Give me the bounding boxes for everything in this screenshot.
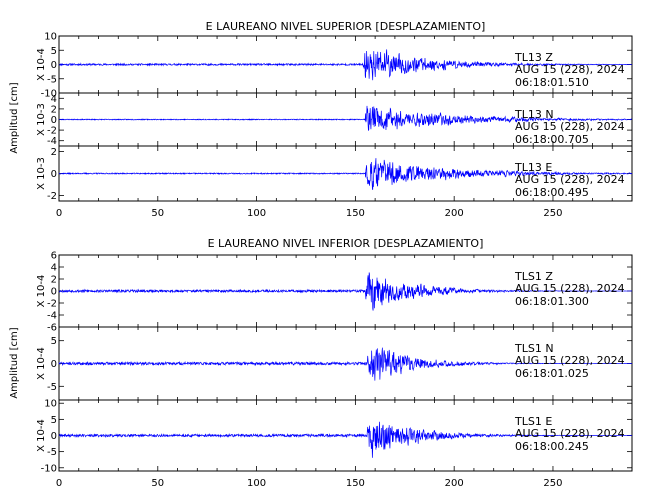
waveform-line: [58, 105, 633, 131]
y-tick-label: -2: [47, 191, 57, 202]
y-tick-label: -4: [47, 136, 57, 147]
time-label: 06:18:01.510: [515, 76, 589, 89]
station-label: TL13 Z: [514, 51, 553, 64]
time-label: 06:18:01.025: [515, 367, 589, 380]
y-tick-label: 0: [51, 287, 57, 298]
y-tick-label: -10: [41, 89, 57, 100]
waveform-line: [58, 421, 633, 458]
x-tick-label: 100: [247, 478, 266, 489]
y-tick-label: -5: [47, 382, 57, 393]
time-label: 06:18:00.705: [515, 133, 589, 146]
station-label: TL13 E: [514, 161, 552, 174]
y-tick-label: 10: [44, 32, 57, 43]
y-tick-label: 4: [51, 263, 57, 274]
y-tick-label: 10: [44, 399, 57, 410]
y-tick-label: 0: [51, 169, 57, 180]
chart-title: E LAUREANO NIVEL INFERIOR [DESPLAZAMIENT…: [208, 237, 484, 250]
station-label: TLS1 E: [514, 415, 552, 428]
y-axis-label: Amplitud [cm]: [9, 82, 20, 153]
amplitude-multiplier: X 10-4: [36, 275, 47, 308]
x-tick-label: 250: [543, 208, 562, 219]
y-tick-label: -5: [47, 447, 57, 458]
seismogram-group-2: E LAUREANO NIVEL INFERIOR [DESPLAZAMIENT…: [9, 237, 633, 489]
time-label: 06:18:00.245: [515, 440, 589, 453]
amplitude-multiplier: X 10-3: [36, 157, 47, 190]
seismogram-group-1: E LAUREANO NIVEL SUPERIOR [DESPLAZAMIENT…: [9, 20, 633, 219]
y-tick-label: 0: [51, 359, 57, 370]
time-label: 06:18:01.300: [515, 295, 589, 308]
y-tick-label: 0: [51, 115, 57, 126]
time-label: 06:18:00.495: [515, 186, 589, 199]
amplitude-multiplier: X 10-4: [36, 347, 47, 380]
y-tick-label: 2: [51, 147, 57, 158]
y-tick-label: 5: [51, 415, 57, 426]
y-tick-label: 6: [51, 251, 57, 262]
amplitude-multiplier: X 10-4: [36, 419, 47, 452]
date-label: AUG 15 (228), 2024: [515, 282, 625, 295]
x-tick-label: 150: [346, 208, 365, 219]
x-tick-label: 0: [56, 478, 62, 489]
x-tick-label: 250: [543, 478, 562, 489]
station-label: TLS1 N: [514, 342, 554, 355]
chart-title: E LAUREANO NIVEL SUPERIOR [DESPLAZAMIENT…: [206, 20, 486, 33]
y-tick-label: -2: [47, 299, 57, 310]
waveform-line: [58, 49, 633, 81]
y-tick-label: 0: [51, 60, 57, 71]
station-label: TLS1 Z: [514, 270, 553, 283]
x-tick-label: 100: [247, 208, 266, 219]
y-tick-label: 5: [51, 46, 57, 57]
date-label: AUG 15 (228), 2024: [515, 427, 625, 440]
y-axis-label: Amplitud [cm]: [9, 327, 20, 398]
amplitude-multiplier: X 10-3: [36, 103, 47, 136]
date-label: AUG 15 (228), 2024: [515, 354, 625, 367]
date-label: AUG 15 (228), 2024: [515, 120, 625, 133]
date-label: AUG 15 (228), 2024: [515, 63, 625, 76]
x-tick-label: 50: [151, 208, 164, 219]
amplitude-multiplier: X 10-4: [36, 48, 47, 81]
x-tick-label: 200: [445, 478, 464, 489]
y-tick-label: -5: [47, 74, 57, 85]
y-tick-label: -4: [47, 311, 57, 322]
waveform-line: [58, 272, 633, 311]
x-tick-label: 50: [151, 478, 164, 489]
x-tick-label: 200: [445, 208, 464, 219]
x-tick-label: 0: [56, 208, 62, 219]
waveform-line: [58, 158, 633, 190]
y-tick-label: 5: [51, 336, 57, 347]
y-tick-label: 2: [51, 104, 57, 115]
station-label: TL13 N: [514, 108, 554, 121]
date-label: AUG 15 (228), 2024: [515, 173, 625, 186]
y-tick-label: -2: [47, 126, 57, 137]
waveform-line: [58, 347, 633, 381]
x-tick-label: 150: [346, 478, 365, 489]
y-tick-label: 0: [51, 431, 57, 442]
y-tick-label: 4: [51, 94, 57, 105]
y-tick-label: -10: [41, 463, 57, 474]
y-tick-label: -6: [47, 323, 57, 334]
y-tick-label: 2: [51, 275, 57, 286]
